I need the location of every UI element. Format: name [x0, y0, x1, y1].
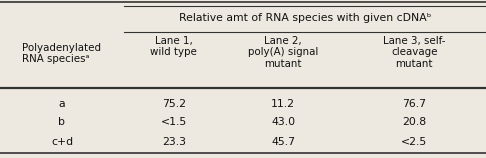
Text: 23.3: 23.3 [162, 137, 186, 147]
Text: a: a [59, 99, 65, 109]
Text: Relative amt of RNA species with given cDNAᵇ: Relative amt of RNA species with given c… [179, 13, 431, 23]
Text: 43.0: 43.0 [271, 117, 295, 128]
Text: 11.2: 11.2 [271, 99, 295, 109]
Text: Lane 3, self-
cleavage
mutant: Lane 3, self- cleavage mutant [383, 36, 446, 69]
Text: Lane 2,
poly(A) signal
mutant: Lane 2, poly(A) signal mutant [248, 36, 318, 69]
Text: <2.5: <2.5 [401, 137, 428, 147]
Text: c+d: c+d [51, 137, 73, 147]
Text: b: b [58, 117, 66, 128]
Text: Lane 1,
wild type: Lane 1, wild type [150, 36, 197, 57]
Text: Polyadenylated
RNA speciesᵃ: Polyadenylated RNA speciesᵃ [22, 43, 102, 64]
Text: <1.5: <1.5 [160, 117, 187, 128]
Text: 45.7: 45.7 [271, 137, 295, 147]
Text: 20.8: 20.8 [402, 117, 426, 128]
Text: 76.7: 76.7 [402, 99, 426, 109]
Text: 75.2: 75.2 [162, 99, 186, 109]
